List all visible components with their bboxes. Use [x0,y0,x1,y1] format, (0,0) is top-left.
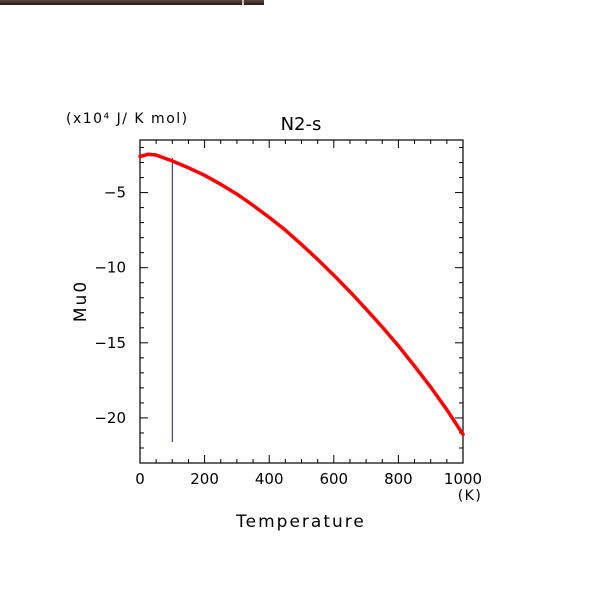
x-tick-label: 1000 [444,470,482,488]
x-tick-label: 200 [190,470,219,488]
y-axis-tick-labels: −5 −10 −15 −20 [94,184,126,427]
y-axis-unit: (x10⁴ J/ K mol) [66,111,189,127]
x-axis-ticks [139,140,464,463]
y-tick-label: −5 [104,184,126,202]
title-bar-divider [242,0,244,5]
x-tick-label: 600 [319,470,348,488]
window-title-bar [0,0,264,5]
y-axis-ticks [140,147,463,449]
x-tick-label: 0 [135,470,145,488]
x-axis-label: Temperature [235,512,366,532]
y-axis-label: Mu0 [71,280,91,322]
x-axis-tick-labels: 0 200 400 600 800 1000 [135,470,482,488]
x-tick-label: 800 [384,470,413,488]
y-tick-label: −10 [94,259,126,277]
y-tick-label: −20 [94,409,126,427]
y-tick-label: −15 [94,334,126,352]
series-line-mu0 [138,152,465,437]
x-axis-unit: (K) [458,488,483,504]
x-tick-label: 400 [255,470,284,488]
chart-title: N2-s [281,114,322,135]
plot-frame [139,139,464,464]
